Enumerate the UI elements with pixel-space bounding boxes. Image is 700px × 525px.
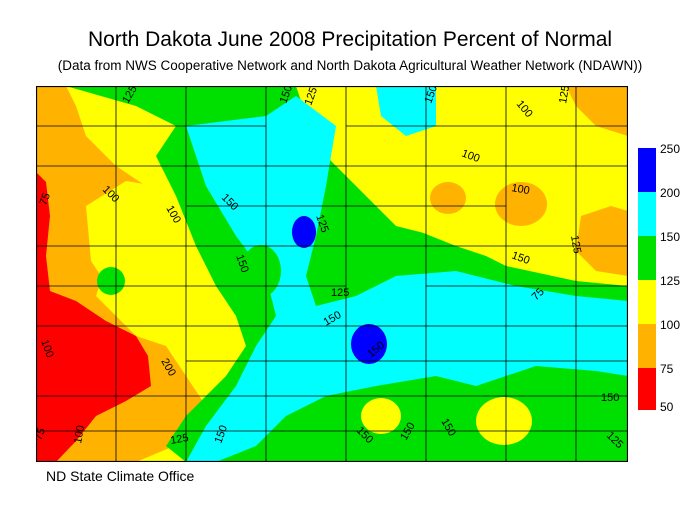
contour-label: 75	[38, 191, 53, 207]
legend-label-150: 150	[660, 230, 681, 244]
contour-label: 150	[510, 250, 531, 268]
legend-bin-50-75	[638, 368, 656, 410]
zone-75-100-pocket-a	[430, 182, 466, 214]
legend-label-200: 200	[660, 186, 681, 200]
legend-bin-75-100	[638, 324, 656, 368]
zone-200-250-south	[351, 324, 387, 364]
contour-label: 150	[233, 253, 251, 274]
contour-label: 125	[169, 432, 189, 447]
zone-200-250-north	[292, 216, 316, 248]
county-boundaries	[36, 86, 628, 462]
contour-label: 100	[72, 424, 87, 444]
contour-label: 150	[213, 424, 231, 445]
zone-75-100-pocket-b	[495, 182, 547, 226]
contour-label: 125	[303, 86, 321, 107]
zone-150-200-central	[186, 96, 628, 462]
zone-50-75-southwest	[36, 172, 151, 462]
map-title: North Dakota June 2008 Precipitation Per…	[87, 28, 613, 51]
zone-150-200-north	[376, 86, 436, 136]
legend-label-50: 50	[660, 400, 674, 414]
legend-bin-100-125	[638, 280, 656, 324]
legend-label-250: 250	[660, 142, 681, 156]
zone-125-150-west-pocket	[97, 267, 125, 295]
legend-label-75: 75	[660, 362, 674, 376]
legend-colorbar	[638, 148, 656, 410]
precipitation-map: 125 150 125 1501001251007510015012515010010…	[36, 86, 628, 462]
zone-100-125-south-b	[476, 397, 532, 445]
contour-label: 75	[36, 426, 48, 442]
contour-label: 150	[601, 392, 619, 404]
contour-label: 125	[568, 234, 583, 254]
contour-label: 100	[38, 338, 56, 359]
credit-text: ND State Climate Office	[46, 468, 195, 484]
map-subtitle: (Data from NWS Cooperative Network and N…	[57, 58, 643, 73]
contour-label: 100	[510, 182, 530, 197]
contour-label: 125	[331, 287, 349, 299]
zone-75-100-ne-corner	[566, 86, 628, 136]
contour-label: 100	[460, 148, 481, 166]
map-border	[36, 86, 628, 462]
zone-125-150-pocket	[241, 245, 281, 297]
zone-100-125-south-a	[361, 398, 401, 434]
legend-bin-150-200	[638, 192, 656, 236]
legend-bin-200-250	[638, 148, 656, 192]
contour-label: 125	[313, 213, 331, 234]
zone-75-100-east	[576, 206, 628, 276]
legend-label-125: 125	[660, 274, 681, 288]
zone-100-125-northeast	[366, 141, 628, 286]
legend-label-100: 100	[660, 318, 681, 332]
legend-bin-125-150	[638, 236, 656, 280]
contour-label: 125	[557, 86, 572, 105]
